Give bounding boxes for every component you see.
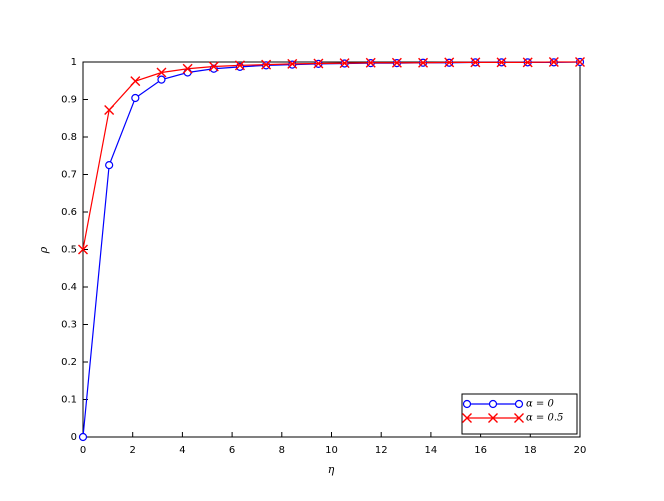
marker — [496, 57, 507, 68]
marker — [339, 58, 350, 69]
marker — [208, 61, 219, 72]
x-tick-label: 0 — [80, 445, 86, 456]
marker — [183, 68, 192, 77]
marker — [261, 59, 272, 70]
y-tick-label: 0.5 — [61, 245, 77, 256]
marker — [575, 57, 585, 67]
y-tick-label: 0.3 — [61, 320, 77, 331]
x-tick-label: 4 — [179, 445, 185, 456]
marker — [78, 432, 88, 442]
x-axis-label: η — [328, 463, 335, 476]
x-tick-label: 2 — [130, 445, 136, 456]
marker — [131, 93, 140, 103]
y-tick-label: 1 — [71, 57, 77, 68]
x-tick-label: 20 — [574, 445, 587, 456]
series-line — [82, 61, 581, 438]
y-axis-label: ρ — [37, 246, 50, 254]
legend: α = 0 α = 0.5 — [461, 393, 578, 435]
marker — [287, 58, 298, 69]
marker — [130, 76, 141, 87]
x-tick-label: 14 — [425, 445, 438, 456]
legend-label: α = 0 — [526, 399, 554, 410]
series-line — [82, 61, 580, 250]
legend-marker — [514, 413, 524, 423]
y-tick-label: 0.2 — [61, 357, 77, 368]
x-tick-label: 8 — [279, 445, 285, 456]
plot-frame — [82, 61, 581, 438]
legend-marker — [488, 413, 498, 423]
legend-marker — [462, 413, 472, 423]
y-tick-label: 0.7 — [61, 170, 77, 181]
legend-marker — [514, 399, 524, 409]
marker — [157, 75, 166, 84]
y-tick-label: 0.4 — [61, 282, 77, 293]
x-tick-label: 18 — [524, 445, 537, 456]
marker — [156, 67, 167, 78]
marker — [444, 57, 455, 68]
legend-marker — [488, 399, 498, 409]
x-tick-label: 12 — [375, 445, 388, 456]
y-tick-label: 0.8 — [61, 132, 77, 143]
x-tick-label: 16 — [474, 445, 487, 456]
legend-label: α = 0.5 — [526, 413, 563, 424]
marker — [105, 161, 114, 170]
marker — [313, 58, 324, 69]
y-tick-label: 0.9 — [61, 95, 77, 106]
marker — [391, 57, 402, 68]
marker — [234, 60, 245, 71]
legend-marker — [462, 399, 472, 409]
y-tick-label: 0.6 — [61, 207, 77, 218]
marker — [470, 57, 481, 68]
x-tick-label: 10 — [325, 445, 338, 456]
y-tick-label: 0 — [71, 432, 77, 443]
marker — [548, 57, 559, 67]
marker — [182, 63, 193, 74]
marker — [78, 244, 88, 255]
marker — [104, 105, 115, 115]
marker — [522, 57, 533, 68]
y-tick-label: 0.1 — [61, 395, 77, 406]
x-tick-label: 6 — [229, 445, 235, 456]
marker — [365, 57, 376, 68]
marker — [418, 57, 429, 68]
